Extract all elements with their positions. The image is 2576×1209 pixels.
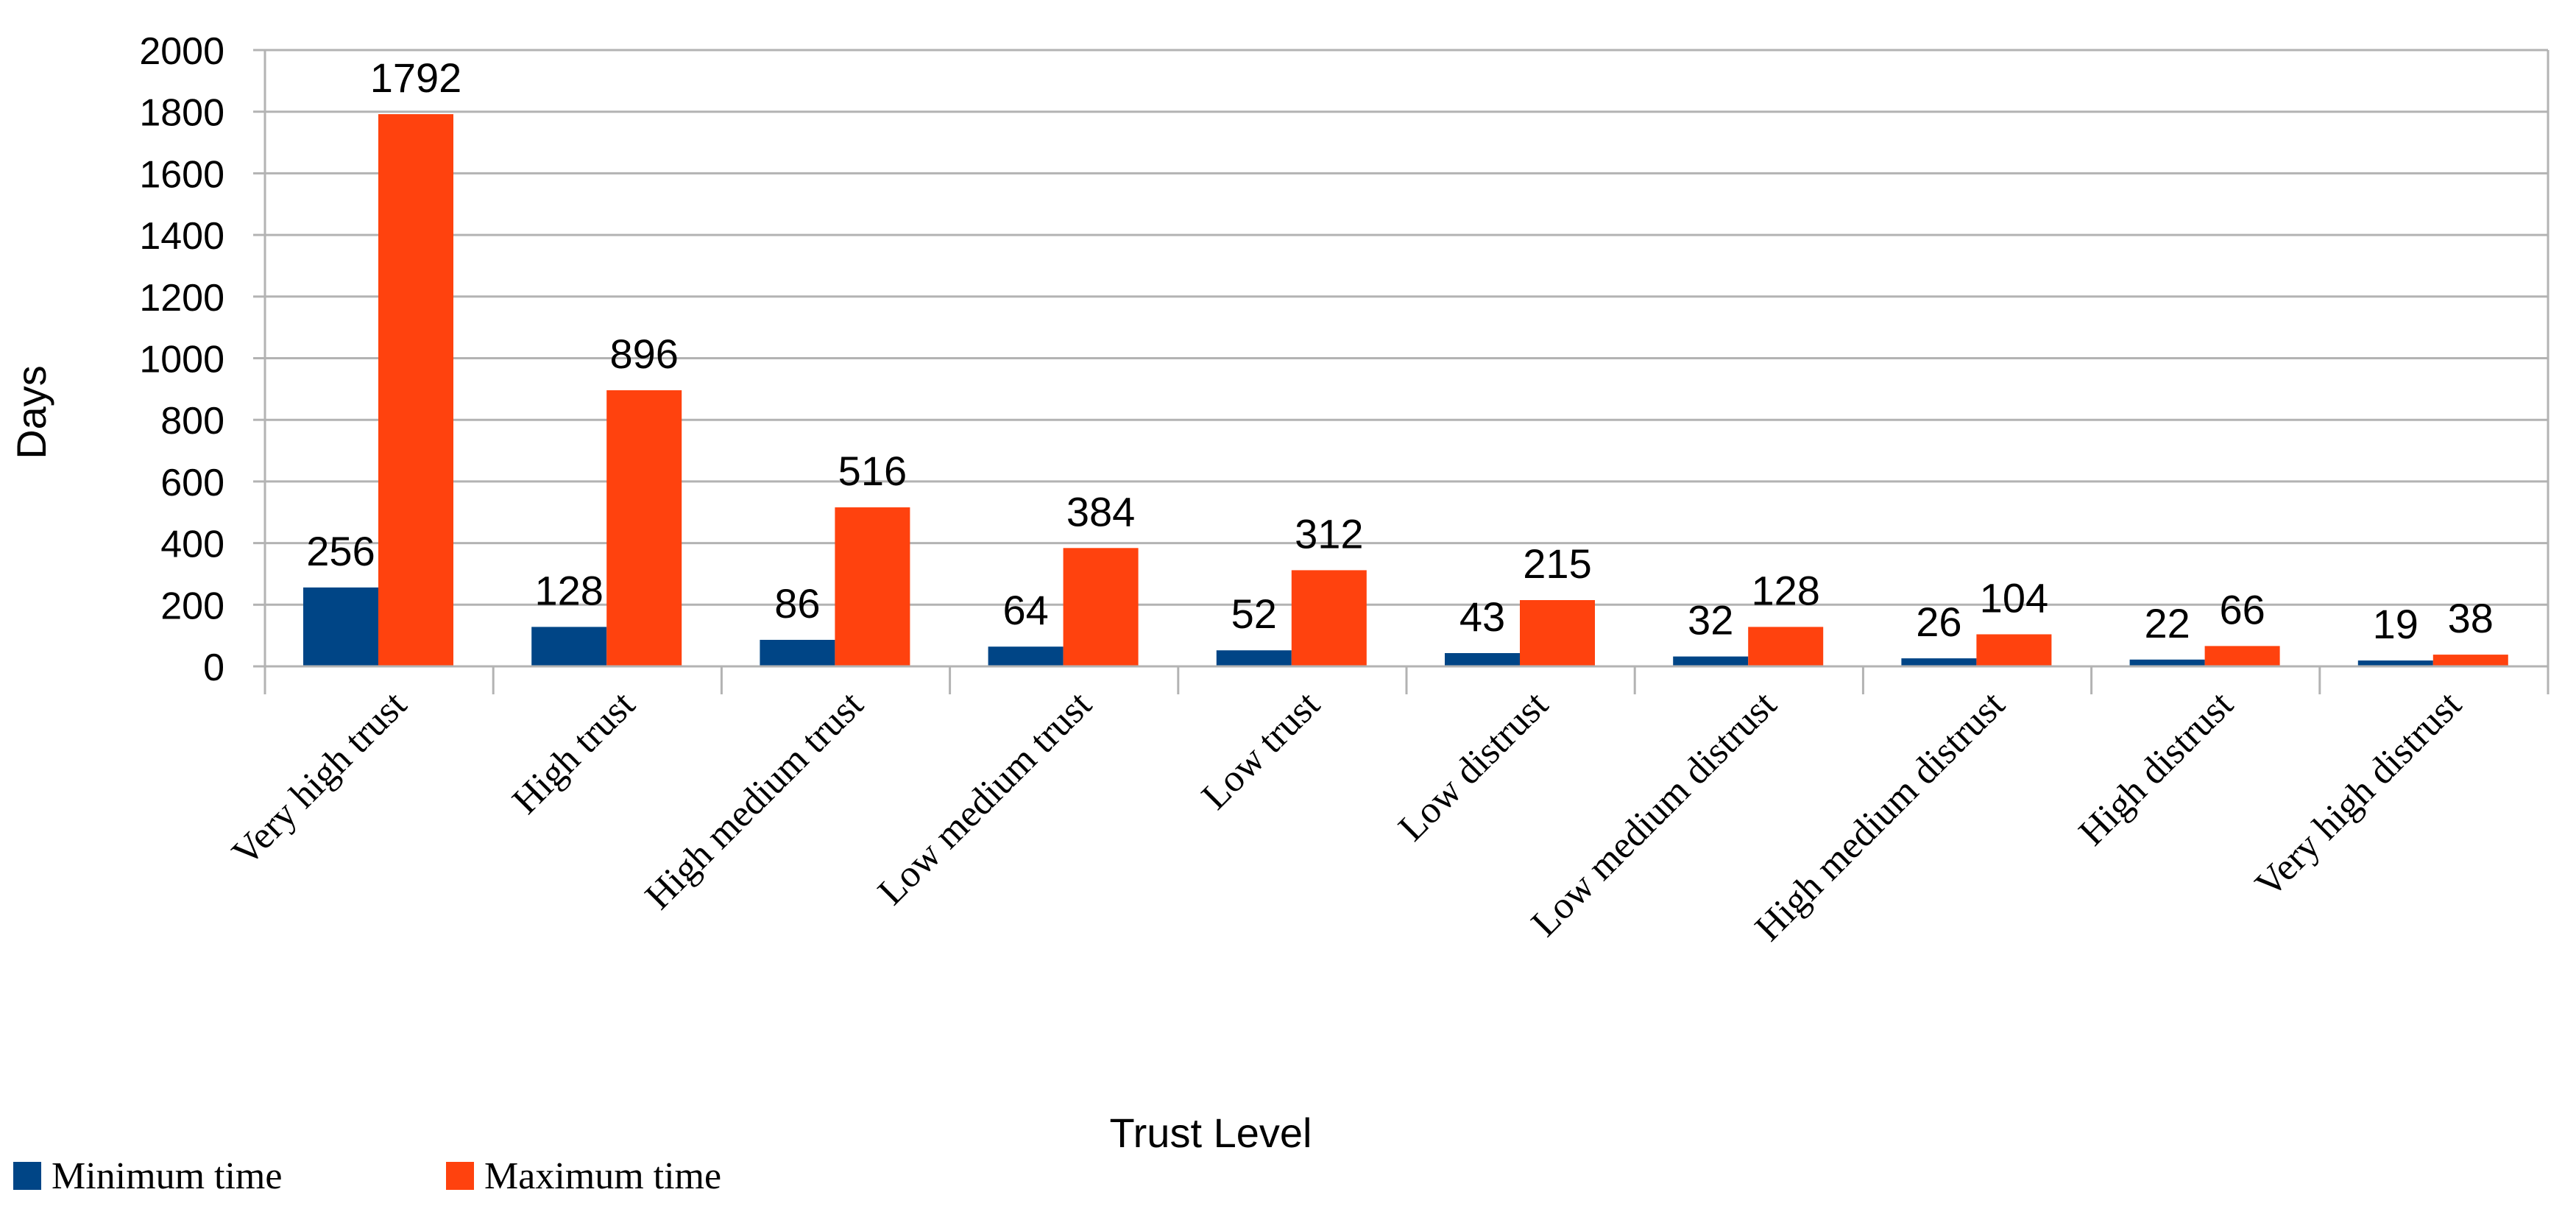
y-tick-label-0: 0 bbox=[203, 646, 224, 689]
bar-maximum-time-low-medium-trust bbox=[1063, 548, 1139, 666]
bar-minimum-time-low-trust bbox=[1216, 650, 1292, 666]
category-label-very-high-distrust: Very high distrust bbox=[2248, 683, 2470, 906]
y-tick-label-2000: 2000 bbox=[139, 30, 224, 73]
category-label-low-medium-distrust: Low medium distrust bbox=[1524, 683, 1785, 945]
category-label-high-trust: High trust bbox=[504, 683, 643, 822]
y-axis-title: Days bbox=[8, 365, 54, 459]
bar-maximum-time-high-distrust bbox=[2204, 646, 2280, 666]
data-label-minimum-time-very-high-trust: 256 bbox=[306, 528, 375, 574]
category-label-low-distrust: Low distrust bbox=[1390, 683, 1557, 850]
y-tick-label-1000: 1000 bbox=[139, 339, 224, 381]
bar-maximum-time-low-medium-distrust bbox=[1748, 627, 1824, 666]
data-label-maximum-time-very-high-trust: 1792 bbox=[370, 54, 462, 101]
category-label-high-medium-trust: High medium trust bbox=[637, 683, 871, 917]
data-label-maximum-time-high-distrust: 66 bbox=[2219, 586, 2265, 632]
y-tick-label-600: 600 bbox=[160, 462, 224, 504]
data-label-minimum-time-low-distrust: 43 bbox=[1459, 593, 1505, 640]
bar-maximum-time-high-trust bbox=[606, 390, 682, 666]
bar-minimum-time-very-high-trust bbox=[303, 587, 378, 666]
bar-maximum-time-very-high-distrust bbox=[2432, 655, 2508, 666]
bar-minimum-time-low-distrust bbox=[1445, 653, 1520, 666]
category-label-low-medium-trust: Low medium trust bbox=[870, 683, 1100, 913]
legend-label-maximum-time: Maximum time bbox=[484, 1155, 721, 1197]
data-label-minimum-time-low-medium-trust: 64 bbox=[1002, 587, 1048, 633]
y-tick-labels: 0 200 400 600 800 1000 1200 1400 1600 1800 2000 bbox=[139, 30, 224, 689]
y-tick-label-800: 800 bbox=[160, 400, 224, 443]
data-label-maximum-time-low-medium-distrust: 128 bbox=[1751, 567, 1819, 613]
category-label-high-distrust: High distrust bbox=[2071, 683, 2242, 854]
bar-minimum-time-low-medium-distrust bbox=[1673, 656, 1749, 666]
data-label-minimum-time-high-medium-distrust: 26 bbox=[1916, 599, 1961, 645]
data-label-maximum-time-high-medium-trust: 516 bbox=[838, 448, 907, 494]
data-label-maximum-time-high-medium-distrust: 104 bbox=[1980, 574, 2048, 621]
data-label-maximum-time-very-high-distrust: 38 bbox=[2448, 595, 2494, 641]
bar-minimum-time-high-medium-trust bbox=[760, 640, 835, 666]
y-tick-label-400: 400 bbox=[160, 524, 224, 566]
bar-maximum-time-low-trust bbox=[1291, 570, 1367, 666]
data-label-maximum-time-high-trust: 896 bbox=[609, 331, 678, 377]
bar-maximum-time-low-distrust bbox=[1520, 600, 1595, 666]
bar-minimum-time-very-high-distrust bbox=[2357, 660, 2433, 666]
data-label-minimum-time-high-distrust: 22 bbox=[2144, 600, 2190, 646]
data-label-minimum-time-very-high-distrust: 19 bbox=[2373, 601, 2418, 647]
data-label-maximum-time-low-distrust: 215 bbox=[1523, 540, 1591, 587]
data-label-minimum-time-low-medium-distrust: 32 bbox=[1688, 597, 1733, 644]
bars bbox=[303, 114, 2508, 667]
data-label-maximum-time-low-medium-trust: 384 bbox=[1066, 488, 1135, 535]
data-label-minimum-time-high-trust: 128 bbox=[534, 567, 603, 613]
bar-minimum-time-high-medium-distrust bbox=[1901, 658, 1977, 666]
bar-minimum-time-low-medium-trust bbox=[988, 646, 1064, 666]
y-tick-label-1600: 1600 bbox=[139, 153, 224, 196]
data-label-maximum-time-low-trust: 312 bbox=[1295, 510, 1363, 557]
bar-maximum-time-high-medium-trust bbox=[835, 507, 910, 666]
data-label-minimum-time-high-medium-trust: 86 bbox=[774, 580, 820, 627]
data-labels: 256 128 86 64 52 43 32 26 22 19 1792 896 516 384 312 21… bbox=[306, 54, 2494, 647]
category-label-high-medium-distrust: High medium distrust bbox=[1747, 683, 2013, 949]
legend-swatch-minimum-time bbox=[13, 1162, 41, 1190]
category-label-low-trust: Low trust bbox=[1194, 683, 1328, 818]
x-axis-title: Trust Level bbox=[1110, 1110, 1312, 1156]
y-tick-label-200: 200 bbox=[160, 585, 224, 627]
legend: Minimum time Maximum time bbox=[13, 1155, 721, 1197]
y-tick-label-1200: 1200 bbox=[139, 277, 224, 320]
legend-swatch-maximum-time bbox=[446, 1162, 474, 1190]
data-label-minimum-time-low-trust: 52 bbox=[1231, 591, 1277, 637]
legend-label-minimum-time: Minimum time bbox=[52, 1155, 282, 1197]
axes bbox=[263, 50, 2550, 694]
y-tick-label-1400: 1400 bbox=[139, 215, 224, 258]
category-label-very-high-trust: Very high trust bbox=[224, 683, 415, 874]
bar-minimum-time-high-trust bbox=[531, 627, 607, 666]
bar-maximum-time-high-medium-distrust bbox=[1976, 634, 2052, 666]
bar-minimum-time-high-distrust bbox=[2129, 659, 2205, 666]
bar-maximum-time-very-high-trust bbox=[378, 114, 453, 667]
y-tick-label-1800: 1800 bbox=[139, 92, 224, 135]
